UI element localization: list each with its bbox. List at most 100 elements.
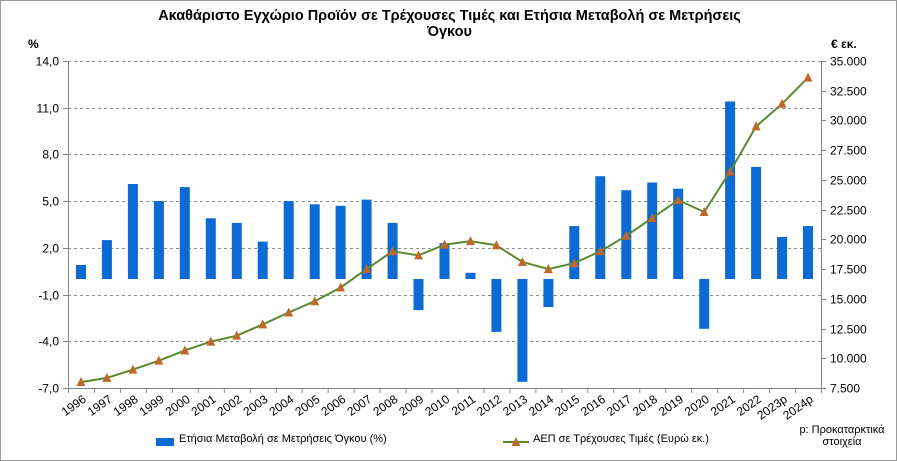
bar	[361, 199, 372, 279]
left-tick-label: 5,0	[42, 195, 59, 209]
gdp-marker	[673, 195, 683, 205]
right-tick-label: 22.500	[830, 204, 867, 218]
gdp-marker	[751, 121, 761, 131]
x-tick-label: 2010	[422, 392, 452, 419]
x-tick-label: 1999	[137, 392, 167, 419]
bar	[699, 279, 710, 329]
chart-title-line-1: Ακαθάριστο Εγχώριο Προϊόν σε Τρέχουσες Τ…	[158, 8, 741, 24]
bar	[491, 279, 502, 332]
bar	[335, 205, 346, 279]
x-tick-label: 2001	[189, 392, 219, 419]
footnote-line-2: στοιχεία	[822, 436, 862, 448]
gdp-marker	[336, 282, 346, 292]
bar	[257, 241, 268, 279]
gdp-marker	[647, 212, 657, 222]
x-tick-label: 2013	[500, 392, 530, 419]
x-tick-label: 2018	[630, 392, 660, 419]
x-tick-label: 2007	[344, 392, 374, 419]
x-tick-label: 1996	[59, 392, 89, 419]
legend-bar-label: Ετήσια Μεταβολή σε Μετρήσεις Όγκου (%)	[179, 433, 387, 445]
x-tick-label: 2024p	[780, 392, 816, 423]
gdp-marker	[180, 345, 190, 355]
bar	[595, 176, 606, 279]
x-tick-label: 2014	[526, 392, 556, 419]
x-tick-label: 2004	[267, 392, 297, 419]
left-tick-label: 14,0	[36, 55, 60, 69]
gdp-marker	[206, 336, 216, 346]
right-tick-label: 15.000	[830, 293, 867, 307]
gdp-line	[80, 76, 809, 384]
gdp-marker	[102, 372, 112, 382]
gdp-marker	[569, 258, 579, 268]
gdp-marker	[803, 72, 813, 82]
right-tick-label: 20.000	[830, 233, 867, 247]
bar	[413, 279, 424, 311]
gdp-marker	[76, 377, 86, 387]
bar	[673, 188, 684, 279]
x-tick-label: 2021	[708, 392, 738, 419]
x-tick-label: 2003	[241, 392, 271, 419]
left-tick-label: 8,0	[42, 148, 59, 162]
x-tick-label: 1998	[111, 392, 141, 419]
gdp-marker	[284, 307, 294, 317]
x-tick-label: 2005	[292, 392, 322, 419]
x-tick-label: 2006	[318, 392, 348, 419]
bar	[76, 265, 86, 279]
left-tick-label: -4,0	[38, 335, 59, 349]
x-tick-label: 1997	[85, 392, 115, 419]
legend-line-label: ΑΕΠ σε Τρέχουσες Τιμές (Ευρώ εκ.)	[533, 433, 709, 445]
bar	[179, 187, 190, 279]
x-tick-label: 2016	[578, 392, 608, 419]
bar	[569, 226, 580, 279]
gdp-marker	[414, 250, 424, 260]
right-tick-label: 10.000	[830, 352, 867, 366]
left-tick-label: -1,0	[38, 289, 59, 303]
gdp-marker	[440, 239, 449, 249]
right-tick-label: 25.000	[830, 174, 867, 188]
gdp-marker	[362, 264, 372, 274]
gdp-marker	[543, 264, 553, 274]
x-tick-label: 2009	[396, 392, 426, 419]
bar	[439, 243, 450, 279]
x-tick-label: 2000	[163, 392, 193, 419]
bar	[127, 184, 138, 279]
footnote: p: Προκαταρκτικά στοιχεία	[789, 424, 895, 448]
x-tick-label: 2020	[682, 392, 712, 419]
x-tick-label: 2015	[552, 392, 582, 419]
x-tick-label: 2002	[215, 392, 245, 419]
right-tick-label: 27.500	[830, 144, 867, 158]
bar	[777, 237, 788, 279]
bar	[101, 240, 112, 279]
chart-title-line-2: Όγκου	[427, 24, 472, 40]
gdp-marker	[154, 355, 164, 365]
left-tick-label: 11,0	[37, 102, 60, 116]
x-tick-label: 2017	[604, 392, 634, 419]
x-tick-label: 2011	[449, 392, 478, 418]
gdp-marker	[128, 364, 138, 374]
x-tick-label: 2019	[656, 392, 686, 419]
right-axis-unit: € εκ.	[831, 37, 857, 51]
right-tick-label: 17.500	[830, 263, 867, 277]
x-tick-label: 2012	[474, 392, 504, 419]
bar	[751, 166, 762, 279]
bar	[517, 279, 528, 382]
gdp-marker	[232, 330, 242, 340]
x-tick-label: 2008	[370, 392, 400, 419]
bar	[231, 222, 242, 279]
gdp-marker	[777, 98, 787, 108]
bar	[153, 201, 164, 279]
gdp-marker	[465, 236, 475, 246]
right-tick-label: 32.500	[830, 85, 867, 99]
left-tick-label: -7,0	[38, 382, 59, 396]
bar	[309, 204, 320, 279]
gdp-marker	[595, 246, 605, 256]
gdp-marker	[310, 296, 320, 306]
right-tick-label: 30.000	[830, 114, 867, 128]
gdp-marker	[388, 246, 398, 256]
left-tick-label: 2,0	[42, 242, 59, 256]
left-axis-unit: %	[28, 37, 39, 51]
gdp-marker	[621, 230, 631, 240]
right-tick-label: 12.500	[830, 323, 867, 337]
bar	[725, 101, 736, 279]
